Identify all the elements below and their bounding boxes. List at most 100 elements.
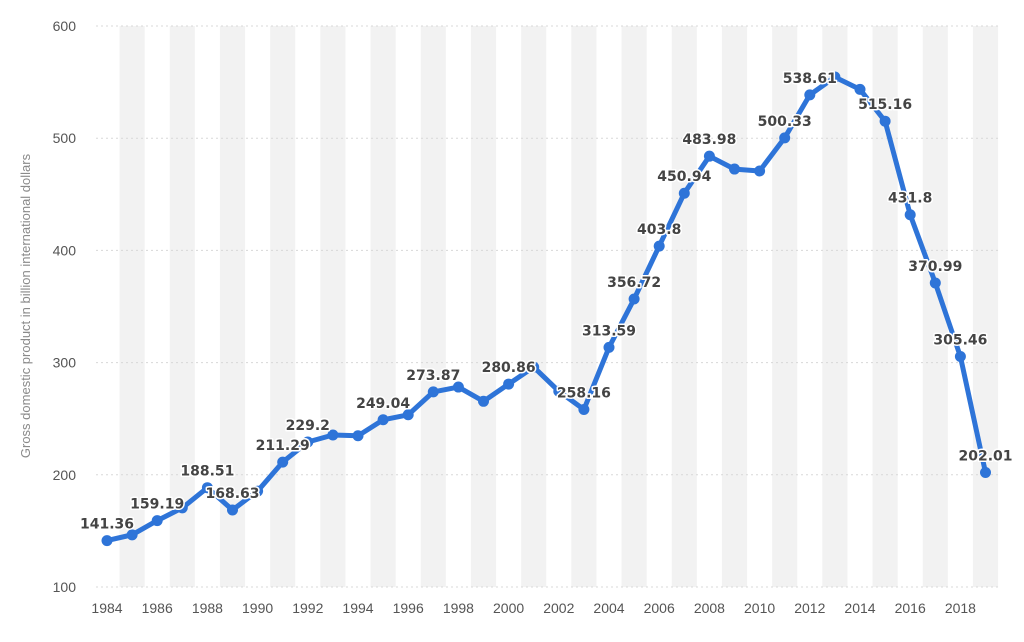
data-label: 515.16 <box>858 97 912 113</box>
data-point <box>678 187 690 199</box>
background-band <box>972 26 999 587</box>
background-band <box>571 26 597 587</box>
data-point <box>954 350 966 362</box>
background-band <box>320 26 346 587</box>
y-tick-label: 600 <box>53 18 77 34</box>
x-tick-label: 1992 <box>292 600 323 616</box>
data-point <box>578 404 590 416</box>
data-label: 313.59 <box>582 323 636 339</box>
y-tick-label: 100 <box>53 579 77 595</box>
data-label: 500.33 <box>758 114 812 130</box>
background-band <box>671 26 697 587</box>
x-tick-label: 2016 <box>895 600 926 616</box>
data-point <box>452 381 464 393</box>
x-tick-label: 2000 <box>493 600 524 616</box>
data-point <box>754 165 766 177</box>
data-label: 188.51 <box>180 464 234 480</box>
data-point <box>101 535 113 547</box>
data-point <box>352 430 364 442</box>
data-point <box>879 115 891 127</box>
data-point <box>603 341 615 353</box>
data-point <box>126 529 138 541</box>
data-point <box>252 485 264 497</box>
x-tick-label: 1988 <box>192 600 223 616</box>
x-tick-label: 2018 <box>945 600 976 616</box>
data-point <box>302 436 314 448</box>
data-label: 202.01 <box>958 449 1012 465</box>
data-point <box>528 361 540 373</box>
data-label: 370.99 <box>908 259 962 275</box>
data-label: 229.2 <box>286 418 330 434</box>
x-tick-label: 1994 <box>342 600 373 616</box>
data-label: 280.86 <box>482 360 536 376</box>
data-point <box>201 482 213 494</box>
data-points <box>101 71 991 547</box>
x-tick-label: 2010 <box>744 600 775 616</box>
x-tick-label: 2004 <box>593 600 624 616</box>
data-label: 538.61 <box>783 71 837 87</box>
background-band <box>772 26 798 587</box>
data-point <box>277 456 289 468</box>
data-point <box>402 409 414 421</box>
data-point <box>904 209 916 221</box>
data-point <box>377 414 389 426</box>
data-label: 450.94 <box>657 169 711 185</box>
data-labels: 141.36 159.19 188.51 168.63 211.29 229.2 249.0… <box>78 69 1014 534</box>
data-point <box>227 504 238 516</box>
data-point <box>427 386 439 398</box>
data-point <box>151 515 163 527</box>
y-tick-label: 400 <box>53 242 77 258</box>
background-band <box>621 26 647 587</box>
data-label: 159.19 <box>130 497 184 513</box>
data-label: 305.46 <box>933 332 987 348</box>
background-band <box>119 26 145 587</box>
alternating-bands <box>119 26 999 587</box>
data-label: 211.29 <box>256 438 310 454</box>
x-tick-label: 2006 <box>644 600 675 616</box>
x-tick-label: 2012 <box>794 600 825 616</box>
data-point <box>176 502 188 514</box>
data-point <box>653 240 665 252</box>
data-point <box>779 132 791 144</box>
y-axis-ticks: 100 200 300 400 500 600 <box>53 18 77 595</box>
data-point <box>503 378 515 390</box>
data-point <box>478 395 489 407</box>
data-point <box>553 385 565 397</box>
data-point <box>804 89 816 101</box>
y-tick-label: 300 <box>53 355 77 371</box>
background-band <box>822 26 848 587</box>
x-tick-label: 1984 <box>91 600 122 616</box>
x-tick-label: 2014 <box>844 600 875 616</box>
background-band <box>169 26 195 587</box>
data-point <box>854 83 866 95</box>
data-point <box>929 277 941 289</box>
data-point <box>628 293 640 305</box>
data-point <box>703 150 715 162</box>
y-gridlines <box>96 25 1000 588</box>
background-band <box>270 26 296 587</box>
y-tick-label: 500 <box>53 130 77 146</box>
x-tick-label: 1996 <box>393 600 424 616</box>
x-tick-label: 2008 <box>694 600 725 616</box>
data-point <box>729 163 740 175</box>
data-label: 168.63 <box>205 486 259 502</box>
x-tick-label: 1986 <box>142 600 173 616</box>
data-label: 249.04 <box>356 396 410 412</box>
data-label: 483.98 <box>682 132 736 148</box>
background-band <box>521 26 547 587</box>
y-tick-label: 200 <box>53 467 77 483</box>
x-axis-ticks: 1984 1986 1988 1990 1992 1994 1996 1998 2000 2002… <box>91 600 976 616</box>
data-point <box>829 71 841 83</box>
x-tick-label: 1990 <box>242 600 273 616</box>
data-label: 403.8 <box>637 222 681 238</box>
y-axis-title: Gross domestic product in billion intern… <box>18 153 33 458</box>
data-label: 141.36 <box>80 517 134 533</box>
background-band <box>219 26 246 587</box>
data-point <box>327 429 339 441</box>
data-label: 273.87 <box>406 368 460 384</box>
background-band <box>470 26 497 587</box>
data-label: 258.16 <box>557 386 611 402</box>
background-band <box>721 26 748 587</box>
data-label: 356.72 <box>607 275 661 291</box>
